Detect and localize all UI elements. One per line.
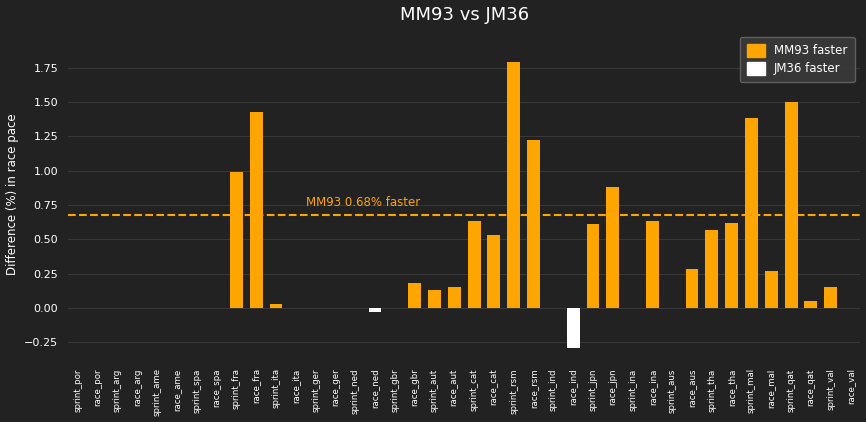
Legend: MM93 faster, JM36 faster: MM93 faster, JM36 faster [740, 37, 855, 82]
Bar [507, 62, 520, 308]
Text: MM93 0.68% faster: MM93 0.68% faster [306, 196, 420, 209]
Bar [824, 287, 837, 308]
Bar [408, 283, 421, 308]
Bar [586, 224, 599, 308]
Bar [428, 290, 441, 308]
Bar [805, 301, 818, 308]
Bar [566, 308, 579, 348]
Bar [765, 271, 778, 308]
Bar [468, 222, 481, 308]
Bar [706, 230, 718, 308]
Y-axis label: Difference (%) in race pace: Difference (%) in race pace [5, 114, 18, 276]
Bar [488, 235, 501, 308]
Bar [527, 141, 540, 308]
Bar [369, 308, 382, 312]
Bar [785, 102, 798, 308]
Bar [646, 222, 659, 308]
Bar [229, 172, 242, 308]
Bar [686, 269, 699, 308]
Title: MM93 vs JM36: MM93 vs JM36 [399, 5, 529, 24]
Bar [606, 187, 619, 308]
Bar [249, 112, 262, 308]
Bar [269, 304, 282, 308]
Bar [448, 287, 461, 308]
Bar [745, 119, 758, 308]
Bar [725, 223, 738, 308]
